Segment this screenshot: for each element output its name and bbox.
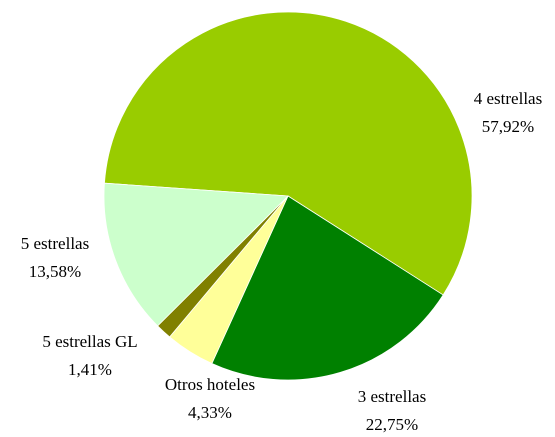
pie-slice [103,182,289,327]
slice-label: 5 estrellas [21,234,89,253]
slice-value-label: 4,33% [188,403,232,422]
slice-label: 3 estrellas [358,387,426,406]
slice-label: 4 estrellas [474,89,542,108]
pie-slice [211,195,444,381]
slice-value-label: 13,58% [29,262,81,281]
slice-value-label: 1,41% [68,360,112,379]
slice-label: Otros hoteles [165,375,255,394]
slice-label: 5 estrellas GL [42,332,137,351]
pie-slice [104,11,473,296]
slice-value-label: 22,75% [366,415,418,434]
slice-value-label: 57,92% [482,117,534,136]
